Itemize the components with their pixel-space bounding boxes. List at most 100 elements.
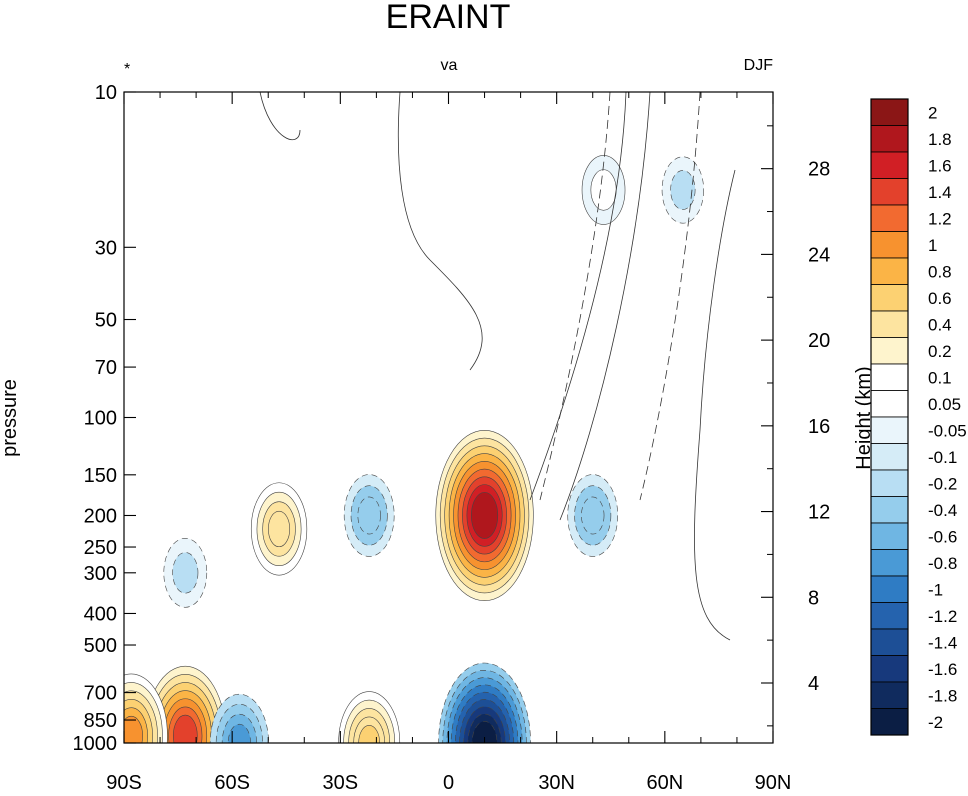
- y2-tick-label: 8: [808, 587, 819, 609]
- colorbar-label: 1: [928, 236, 937, 255]
- colorbar-label: -0.1: [928, 448, 957, 467]
- colorbar-box: [870, 363, 909, 391]
- y2-tick-label: 16: [808, 416, 830, 438]
- colorbar-label: -0.4: [928, 501, 957, 520]
- colorbar-box: [870, 602, 909, 630]
- y-tick-label: 250: [84, 537, 117, 559]
- colorbar-label: -0.6: [928, 527, 957, 546]
- contour-line: [694, 169, 736, 641]
- colorbar-label: -0.05: [928, 421, 967, 440]
- contour-level: [357, 496, 381, 535]
- y-tick-label: 10: [95, 82, 117, 104]
- colorbar-box: [870, 284, 909, 312]
- colorbar-label: -0.8: [928, 554, 957, 573]
- colorbar-label: 1.4: [928, 183, 952, 202]
- colorbar-frame: [870, 98, 909, 736]
- colorbar-label: -0.2: [928, 474, 957, 493]
- colorbar-box: [870, 151, 909, 179]
- x-tick-label: 30N: [538, 772, 575, 794]
- colorbar-label: 0.1: [928, 368, 952, 387]
- contour-level: [471, 492, 499, 539]
- y2-tick-label: 4: [808, 673, 819, 695]
- colorbar-label: -1.8: [928, 686, 957, 705]
- contour-line: [559, 92, 651, 521]
- colorbar-label: 2: [928, 103, 937, 122]
- y-tick-label: 70: [95, 357, 117, 379]
- x-tick-label: 30S: [323, 772, 359, 794]
- contour-level: [358, 725, 381, 743]
- x-tick-label: 90N: [755, 772, 792, 794]
- colorbar-label: 0.4: [928, 315, 952, 334]
- contour-line: [259, 92, 301, 140]
- colorbar-box: [870, 310, 909, 338]
- colorbar-box: [870, 628, 909, 656]
- y2-tick-label: 28: [808, 159, 830, 181]
- contour-line: [397, 92, 483, 371]
- contour-level: [670, 170, 696, 210]
- y-axis-height: 28 24 20 16 12 8 4: [761, 125, 830, 727]
- colorbar-label: 0.05: [928, 395, 961, 414]
- colorbar-label: 0.2: [928, 342, 952, 361]
- contour-line: [529, 92, 627, 501]
- y-tick-label: 30: [95, 237, 117, 259]
- contour-level: [590, 169, 617, 211]
- colorbar-box: [870, 655, 909, 683]
- x-axis: 90S 60S 30S 0 30N 60N 90N: [106, 92, 791, 794]
- colorbar: 2 1.8 1.6 1.4 1.2 1 0.8 0.6 0.4 0.2 0.1 0.05 -0.05 -0…: [870, 98, 967, 736]
- colorbar-box: [870, 416, 909, 444]
- colorbar-label: -1: [928, 580, 943, 599]
- contour-line-negative: [539, 92, 611, 501]
- colorbar-label: -1.2: [928, 607, 957, 626]
- y2-tick-label: 12: [808, 502, 830, 524]
- colorbar-label: 0.8: [928, 262, 952, 281]
- contour-level: [172, 552, 199, 594]
- y-tick-label: 50: [95, 310, 117, 332]
- colorbar-box: [870, 443, 909, 471]
- colorbar-box: [870, 522, 909, 550]
- contour-level: [268, 510, 291, 548]
- y-tick-label: 850: [84, 710, 117, 732]
- colorbar-box: [870, 708, 909, 736]
- y2-tick-label: 20: [808, 330, 830, 352]
- x-tick-label: 0: [443, 772, 454, 794]
- colorbar-label: 1.2: [928, 209, 952, 228]
- colorbar-label: 1.8: [928, 130, 952, 149]
- colorbar-box: [870, 496, 909, 524]
- y2-tick-label: 24: [808, 244, 830, 266]
- colorbar-box: [870, 681, 909, 709]
- y-axis-label: pressure: [0, 379, 21, 457]
- colorbar-label: 0.6: [928, 289, 952, 308]
- colorbar-box: [870, 231, 909, 259]
- y-tick-label: 300: [84, 563, 117, 585]
- colorbar-box: [870, 98, 909, 126]
- y-tick-label: 150: [84, 465, 117, 487]
- x-tick-label: 60S: [214, 772, 250, 794]
- x-tick-label: 90S: [106, 772, 142, 794]
- colorbar-box: [870, 178, 909, 206]
- colorbar-box: [870, 575, 909, 603]
- colorbar-box: [870, 257, 909, 285]
- contour-level: [581, 496, 605, 535]
- contour-field: [124, 92, 773, 743]
- colorbar-box: [870, 204, 909, 232]
- contour-line-negative: [639, 92, 701, 501]
- colorbar-box: [870, 390, 909, 418]
- colorbar-box: [870, 125, 909, 153]
- center-string: va: [441, 57, 458, 74]
- y-tick-label: 400: [84, 603, 117, 625]
- colorbar-label: 1.6: [928, 156, 952, 175]
- right-string: DJF: [744, 57, 774, 74]
- colorbar-box: [870, 337, 909, 365]
- y2-axis-label: Height (km): [853, 366, 875, 469]
- left-string: *: [124, 61, 130, 78]
- colorbar-box: [870, 549, 909, 577]
- contour-level: [172, 714, 198, 743]
- chart-title: ERAINT: [386, 0, 511, 36]
- shaded-contours: [124, 155, 704, 743]
- colorbar-box: [870, 469, 909, 497]
- contour-lines: [259, 92, 736, 641]
- contour-level: [124, 715, 143, 743]
- colorbar-label: -2: [928, 713, 943, 732]
